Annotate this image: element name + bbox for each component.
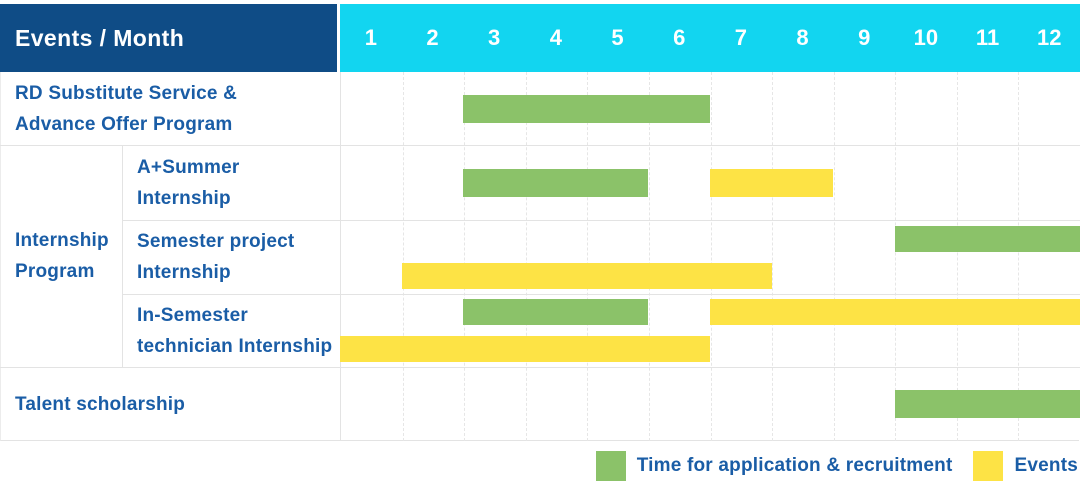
header-title: Events / Month bbox=[15, 24, 185, 51]
month-tick: 4 bbox=[549, 25, 562, 50]
row-separator bbox=[0, 145, 1080, 146]
month-tick: 3 bbox=[488, 25, 501, 50]
schedule-table: Events / Month 1 2 3 4 5 6 7 8 9 10 11 1… bbox=[0, 4, 1080, 441]
application-color-swatch-icon bbox=[595, 451, 626, 481]
row-label-talent-scholarship: Talent scholarship bbox=[15, 393, 186, 415]
row-separator bbox=[122, 294, 1080, 295]
chart-row-a-plus-summer bbox=[340, 145, 1080, 220]
bar-events-a-plus-summer bbox=[710, 168, 834, 197]
legend-item-application: Time for application & recruitment bbox=[595, 451, 953, 481]
legend-label-application: Time for application & recruitment bbox=[636, 455, 953, 476]
chart-row-in-semester-technician bbox=[340, 294, 1080, 367]
month-tick: 12 bbox=[1036, 25, 1062, 50]
bar-events-early-in-semester-technician bbox=[340, 335, 710, 362]
legend-label-events: Events bbox=[1014, 455, 1078, 476]
bar-application-in-semester-technician bbox=[463, 299, 649, 326]
chart-row-talent-scholarship bbox=[340, 367, 1080, 441]
bar-application-talent-scholarship bbox=[895, 390, 1080, 418]
legend-item-events: Events bbox=[973, 451, 1078, 481]
row-label-rd-substitute: RD Substitute Service & Advance Offer Pr… bbox=[15, 82, 238, 135]
group-column-separator bbox=[122, 145, 123, 367]
row-separator bbox=[0, 367, 1080, 368]
row-label-semester-project: Semester project Internship bbox=[137, 231, 295, 283]
header-events-month-cell: Events / Month bbox=[0, 4, 337, 72]
bar-application-rd-substitute bbox=[463, 94, 710, 123]
row-label-in-semester-technician: In-Semester technician Internship bbox=[137, 304, 333, 357]
month-tick: 6 bbox=[673, 25, 686, 50]
row-label-a-plus-summer: A+Summer Internship bbox=[137, 156, 240, 209]
month-gridlines bbox=[340, 72, 1080, 441]
month-tick: 10 bbox=[913, 25, 939, 50]
month-tick: 5 bbox=[611, 25, 624, 50]
month-tick: 2 bbox=[426, 25, 439, 50]
table-body-frame bbox=[0, 72, 1079, 441]
month-tick: 11 bbox=[975, 25, 1000, 50]
legend: Time for application & recruitment Event… bbox=[0, 449, 1078, 483]
month-tick: 8 bbox=[796, 25, 809, 50]
group-label-internship-program: Internship Program bbox=[15, 230, 109, 282]
bar-events-late-in-semester-technician bbox=[710, 299, 1080, 326]
chart-row-rd-substitute bbox=[340, 72, 1080, 145]
month-tick: 9 bbox=[858, 25, 871, 50]
bar-application-semester-project bbox=[895, 225, 1080, 252]
header-month-numbers: 1 2 3 4 5 6 7 8 9 10 11 12 bbox=[340, 4, 1080, 72]
chart-row-semester-project bbox=[340, 220, 1080, 294]
month-tick: 7 bbox=[734, 25, 747, 50]
bar-events-semester-project bbox=[401, 262, 772, 289]
row-separator bbox=[122, 220, 1080, 221]
bar-application-a-plus-summer bbox=[463, 168, 649, 197]
events-color-swatch-icon bbox=[973, 451, 1004, 481]
month-tick: 1 bbox=[364, 25, 377, 50]
